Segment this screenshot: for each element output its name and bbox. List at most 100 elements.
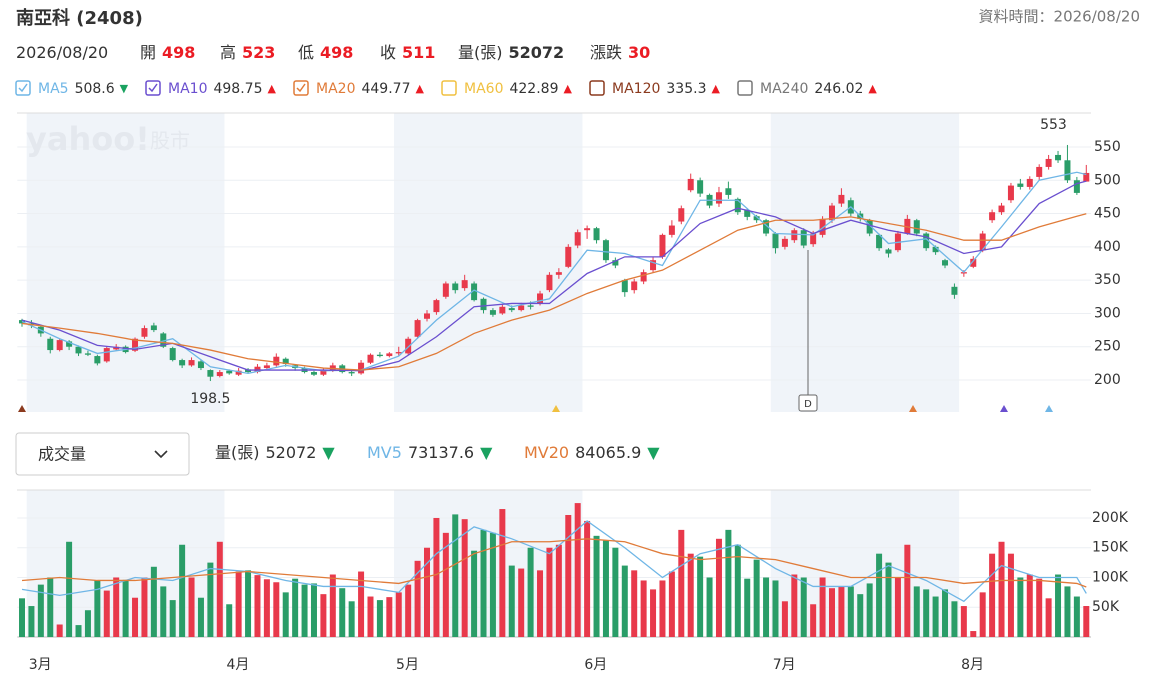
candle-body [555,272,562,275]
volume-bar [527,547,534,637]
volume-bar [979,592,986,637]
volume-bar [942,589,949,637]
signal-triangle [18,405,26,412]
legend-value: 422.89 [509,81,558,97]
y-tick-label: 100K [1092,569,1129,585]
volume-bar [621,565,628,637]
legend-value: 498.75 [213,81,262,97]
candle-body [763,220,770,234]
candle-body [499,306,506,314]
x-tick-label: 5月 [396,657,419,673]
legend-checkbox [589,80,605,96]
data-time: 資料時間：2026/08/20 [979,8,1140,26]
legend-checkbox [441,80,457,96]
candle-body [263,365,270,369]
volume-bar [584,520,591,637]
legend-item: MA10 498.75 ▲ [168,81,276,97]
volume-bar [1045,598,1052,637]
y-tick-label: 250 [1094,339,1121,355]
volume-bar [697,556,704,637]
candle-body [216,372,223,377]
volume-bar [84,610,91,637]
volume-bar [885,562,892,637]
legend-check [148,83,158,93]
candle-body [245,369,252,373]
candle-body [75,346,82,354]
candle-body [442,283,449,297]
candle-body [810,233,817,245]
legend-item: MA20 449.77 ▲ [316,81,424,97]
volume-bar [951,601,958,637]
volume-bar [442,532,449,637]
volume-bar [56,624,63,637]
volume-bar [828,588,835,637]
legend-trend: ▼ [120,82,129,95]
volume-bar [960,606,967,637]
legend-trend: ▲ [415,82,424,95]
volume-bar [28,606,35,637]
legend-label: MV5 [367,443,402,462]
volume-bar [320,594,327,637]
indicator-dropdown[interactable] [15,432,190,476]
candle-body [1064,160,1071,181]
volume-bar [838,586,845,637]
candle-body [452,283,459,291]
volume-bar [1073,596,1080,637]
volume-bar [715,538,722,637]
candle-body [1073,180,1080,193]
candle-body [942,260,949,266]
candle-body [395,352,402,354]
volume-bar [659,580,666,637]
candle-body [424,313,431,319]
close-value: 511 [402,43,435,62]
signal-triangle [552,405,560,412]
legend-name: MA5 [38,81,69,97]
candle-body [169,348,176,361]
volume-bar [160,586,167,637]
volume-bar [122,579,129,637]
volume-bar [998,541,1005,637]
month-band [394,490,583,637]
legend-check [296,83,306,93]
x-tick-label: 6月 [584,657,607,673]
y-tick-label: 50K [1092,599,1120,615]
legend-value: 52072 [266,443,317,462]
candle-body [1007,185,1014,201]
volume-bar [452,514,459,637]
x-tick-label: 3月 [29,657,52,673]
candle-body [47,338,54,351]
candle-body [979,233,986,251]
watermark: 股市 [150,129,190,153]
volume-bar [1017,577,1024,637]
volume-bar [179,544,186,637]
x-tick-label: 4月 [227,657,250,673]
x-tick-label: 7月 [773,657,796,673]
candle-body [734,198,741,213]
candle-body [489,310,496,315]
volume-bar [188,577,195,637]
y-tick-label: 300 [1094,305,1121,321]
volume-bar [113,577,120,637]
candle-body [668,225,675,235]
candle-body [235,370,242,375]
candle-body [697,180,704,194]
volume-bar [970,631,977,637]
legend-trend: ▲ [563,82,572,95]
quote-row: 2026/08/20 開 498 高 523 低 498 收 511 量(張) 52072… [16,43,650,62]
candle-body [565,246,572,267]
volume-bar [301,584,308,637]
volume-bar [753,559,760,637]
moving-average-line [21,213,1087,371]
label: 量(張) [458,43,503,62]
candle-body [179,360,186,366]
label: 低 [298,43,314,62]
volume-bar [499,509,506,637]
candle-body [1083,172,1090,182]
candle-body [913,220,920,234]
volume-bar [876,553,883,637]
legend-trend: ▲ [267,82,276,95]
volume-bar [414,560,421,637]
volume-bar [1055,574,1062,637]
dropdown-label: 成交量 [38,445,86,464]
candle-body [602,240,609,261]
